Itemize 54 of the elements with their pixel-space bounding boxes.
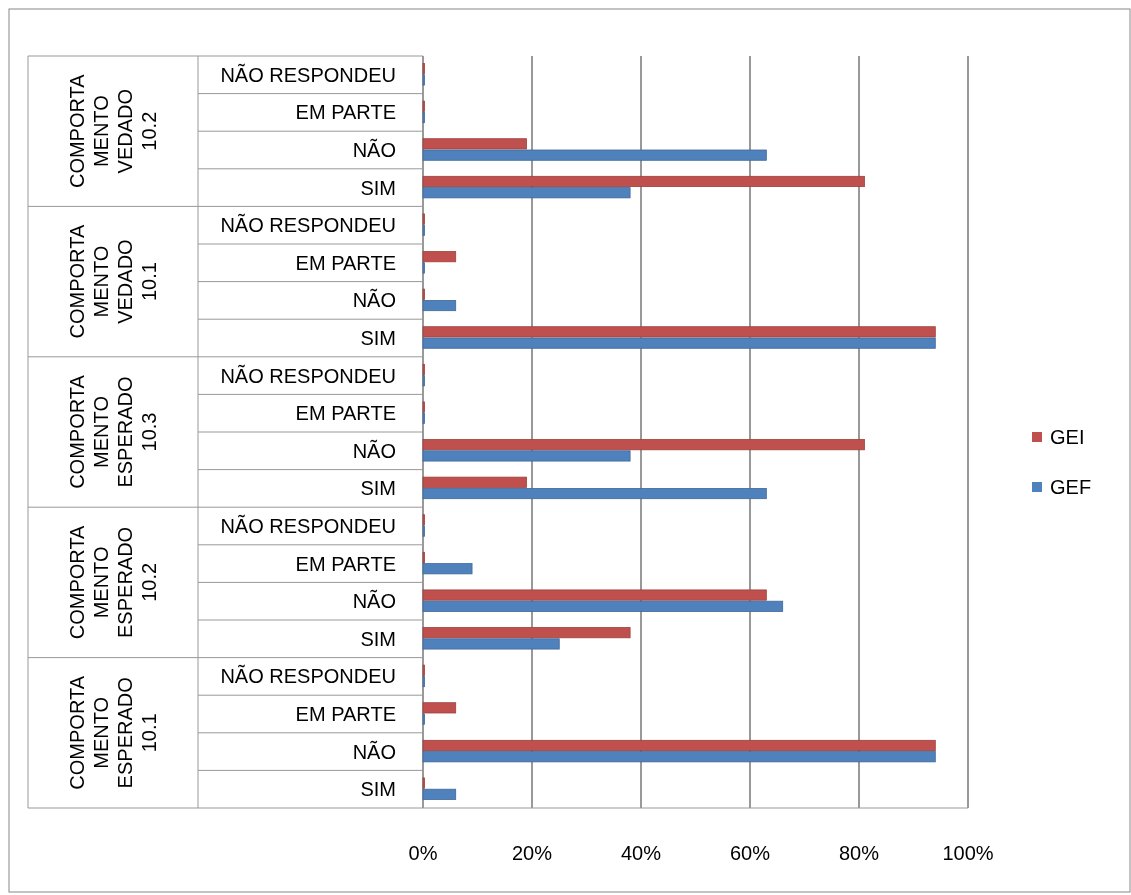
- x-tick-label: 80%: [838, 842, 880, 864]
- x-tick-label: 40%: [620, 842, 662, 864]
- y-tick-label: NÃO: [352, 739, 396, 763]
- bar: [422, 149, 767, 161]
- y-tick-label: EM PARTE: [295, 402, 396, 425]
- bar: [422, 138, 527, 150]
- text: COMPORTA MENTO VEDADO 10.2: [66, 73, 160, 189]
- y-tick-label: NÃO: [352, 589, 396, 613]
- x-tick-label: 20%: [511, 842, 553, 864]
- bar: [422, 450, 631, 462]
- bar: [422, 187, 631, 199]
- y-tick-label: NÃO RESPONDEU: [220, 62, 396, 86]
- text: COMPORTA MENTO ESPERADO 10.1: [66, 675, 160, 790]
- bar: [422, 600, 784, 612]
- y-tick-label: NÃO: [352, 138, 396, 161]
- bar: [422, 300, 457, 312]
- bar: [422, 751, 936, 763]
- y-tick-label: EM PARTE: [295, 101, 396, 124]
- bar: [422, 739, 936, 751]
- x-tick-label: 100%: [942, 842, 994, 864]
- bar: [422, 488, 767, 500]
- x-tick-label: 0%: [408, 842, 438, 864]
- bar: [422, 563, 473, 575]
- y-tick-label: SIM: [360, 627, 396, 650]
- y-tick-label: EM PARTE: [295, 552, 396, 575]
- y-tick-label: NÃO: [352, 288, 396, 312]
- text: COMPORTA MENTO VEDADO 10.1: [66, 224, 160, 339]
- y-tick-label: EM PARTE: [295, 251, 396, 274]
- text: COMPORTA MENTO ESPERADO 10.2: [66, 524, 160, 640]
- y-tick-label: SIM: [360, 477, 396, 500]
- y-tick-label: SIM: [360, 327, 396, 349]
- bar: [422, 439, 865, 451]
- bar: [422, 589, 767, 601]
- bar: [422, 175, 865, 187]
- bar: [422, 702, 457, 714]
- y-tick-label: NÃO: [352, 438, 396, 462]
- y-tick-label: EM PARTE: [295, 703, 396, 725]
- y-tick-label: NÃO RESPONDEU: [220, 363, 396, 387]
- y-tick-label: NÃO RESPONDEU: [220, 514, 396, 537]
- bar: [422, 476, 527, 488]
- y-tick-label: NÃO RESPONDEU: [220, 664, 396, 688]
- y-tick-label: NÃO RESPONDEU: [220, 213, 396, 237]
- legend-label: GEF: [1050, 476, 1092, 498]
- bar: [422, 326, 936, 338]
- y-tick-label: SIM: [360, 778, 396, 801]
- text: COMPORTA MENTO ESPERADO 10.3: [66, 374, 160, 489]
- bar: [422, 638, 560, 650]
- bar: [422, 251, 457, 263]
- legend-label: GEI: [1050, 426, 1085, 448]
- bar: [422, 337, 936, 349]
- bar: [422, 627, 631, 639]
- bar: [422, 788, 457, 800]
- x-tick-label: 60%: [729, 842, 771, 864]
- y-tick-label: SIM: [360, 176, 396, 199]
